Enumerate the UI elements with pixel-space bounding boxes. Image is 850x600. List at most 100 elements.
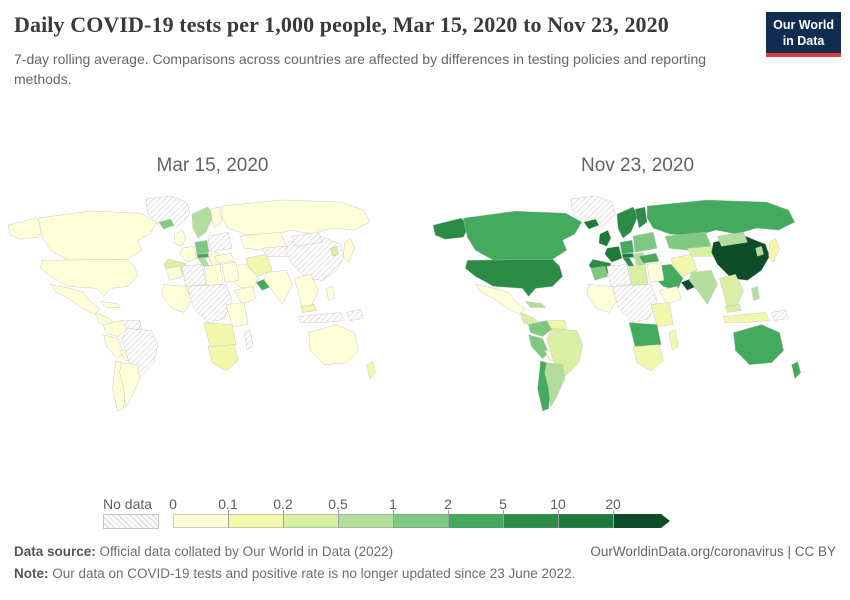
region-libya-nov23[interactable]	[628, 264, 649, 286]
region-finland-mar15[interactable]	[209, 206, 223, 229]
region-east-africa-nov23[interactable]	[650, 302, 674, 327]
region-scandinavia-nov23[interactable]	[616, 206, 639, 239]
region-philippines-mar15[interactable]	[326, 286, 335, 301]
region-australia-nov23[interactable]	[733, 324, 784, 365]
legend-segment-0.5-1[interactable]	[338, 514, 394, 528]
region-alaska-mar15[interactable]	[7, 217, 45, 240]
region-peru-mar15[interactable]	[103, 334, 124, 359]
owid-link[interactable]: OurWorldinData.org/coronavirus | CC BY	[590, 544, 836, 559]
region-egypt-nov23[interactable]	[646, 262, 665, 283]
region-russia-mar15[interactable]	[221, 199, 370, 237]
region-peru-nov23[interactable]	[528, 334, 549, 359]
region-germany-central-europe-mar15[interactable]	[194, 240, 210, 255]
region-southern-africa-belt-mar15[interactable]	[203, 322, 237, 347]
region-usa-nov23[interactable]	[465, 259, 563, 297]
region-morocco-nov23[interactable]	[590, 266, 609, 281]
region-japan-mar15[interactable]	[343, 237, 355, 263]
legend-segment-0-0.1[interactable]	[173, 514, 229, 528]
legend-segment-10-20[interactable]	[558, 514, 614, 528]
region-papua-new-guinea-nov23[interactable]	[771, 309, 789, 321]
region-mongolia-nov23[interactable]	[717, 231, 748, 247]
region-greenland-mar15[interactable]	[145, 195, 191, 227]
region-india-mar15[interactable]	[264, 270, 293, 305]
region-south-korea-nov23[interactable]	[755, 246, 764, 257]
region-turkey-nov23[interactable]	[638, 253, 660, 264]
region-new-zealand-mar15[interactable]	[366, 361, 376, 379]
region-venezuela-mar15[interactable]	[121, 320, 142, 331]
legend-segment-1-2[interactable]	[393, 514, 449, 528]
region-madagascar-mar15[interactable]	[243, 329, 254, 350]
region-caribbean-nov23[interactable]	[525, 301, 546, 308]
region-algeria-mar15[interactable]	[181, 264, 207, 287]
region-indonesia-nov23[interactable]	[723, 312, 770, 323]
region-southern-africa-belt-nov23[interactable]	[628, 322, 662, 347]
region-uk-ireland-nov23[interactable]	[598, 229, 612, 247]
region-mexico-mar15[interactable]	[50, 284, 100, 315]
region-algeria-nov23[interactable]	[606, 264, 632, 287]
region-mongolia-mar15[interactable]	[292, 231, 323, 247]
region-new-zealand-nov23[interactable]	[791, 361, 801, 379]
region-scandinavia-mar15[interactable]	[191, 206, 214, 239]
region-argentina-nov23[interactable]	[544, 362, 565, 408]
region-france-mar15[interactable]	[179, 246, 198, 263]
region-germany-central-europe-nov23[interactable]	[619, 240, 635, 255]
region-canada-mar15[interactable]	[38, 210, 157, 261]
region-russia-nov23[interactable]	[646, 199, 795, 237]
legend-segment-2-5[interactable]	[448, 514, 504, 528]
region-alaska-nov23[interactable]	[432, 217, 470, 240]
region-iceland-nov23[interactable]	[583, 218, 600, 230]
region-malaysia-nov23[interactable]	[725, 304, 742, 313]
legend-segment-0.2-0.5[interactable]	[283, 514, 339, 528]
region-sahel-central-africa-mar15[interactable]	[187, 284, 233, 323]
legend-segment-0.1-0.2[interactable]	[228, 514, 284, 528]
region-se-asia-mar15[interactable]	[294, 274, 319, 309]
region-iran-mar15[interactable]	[245, 254, 273, 277]
legend-segment-5-10[interactable]	[503, 514, 559, 528]
region-west-africa-mar15[interactable]	[161, 284, 193, 313]
region-canada-nov23[interactable]	[463, 210, 582, 261]
world-map-nov23[interactable]	[425, 193, 847, 426]
legend-segment-20+[interactable]	[613, 514, 670, 528]
region-mexico-nov23[interactable]	[475, 284, 525, 315]
region-south-africa-mar15[interactable]	[207, 344, 239, 371]
region-east-africa-mar15[interactable]	[225, 302, 249, 327]
world-map-mar15[interactable]	[0, 193, 422, 426]
region-iran-nov23[interactable]	[670, 254, 698, 277]
region-greenland-nov23[interactable]	[570, 195, 616, 227]
region-argentina-mar15[interactable]	[119, 362, 140, 408]
region-colombia-mar15[interactable]	[103, 320, 128, 337]
region-south-korea-mar15[interactable]	[330, 246, 339, 257]
region-indonesia-mar15[interactable]	[298, 312, 345, 323]
region-sahel-central-africa-nov23[interactable]	[612, 284, 658, 323]
region-uk-ireland-mar15[interactable]	[173, 229, 187, 247]
region-colombia-nov23[interactable]	[528, 320, 553, 337]
region-se-asia-nov23[interactable]	[719, 274, 744, 309]
region-philippines-nov23[interactable]	[751, 286, 760, 301]
region-iceland-mar15[interactable]	[158, 218, 175, 230]
region-malaysia-mar15[interactable]	[300, 304, 317, 313]
region-horn-of-africa-nov23[interactable]	[658, 286, 682, 305]
region-eastern-europe-nov23[interactable]	[632, 231, 658, 253]
region-turkey-mar15[interactable]	[213, 253, 235, 264]
no-data-swatch[interactable]	[103, 514, 159, 529]
region-papua-new-guinea-mar15[interactable]	[346, 309, 364, 321]
region-china-mar15[interactable]	[286, 235, 345, 281]
region-venezuela-nov23[interactable]	[546, 320, 567, 331]
region-caribbean-mar15[interactable]	[100, 301, 121, 308]
region-australia-mar15[interactable]	[308, 324, 359, 365]
region-usa-mar15[interactable]	[40, 259, 138, 297]
owid-logo[interactable]: Our World in Data	[766, 12, 841, 57]
region-finland-nov23[interactable]	[634, 206, 648, 229]
region-china-nov23[interactable]	[711, 235, 770, 281]
region-horn-of-africa-mar15[interactable]	[233, 286, 257, 305]
region-libya-mar15[interactable]	[203, 264, 224, 286]
region-egypt-mar15[interactable]	[221, 262, 240, 283]
region-west-africa-nov23[interactable]	[586, 284, 618, 313]
region-eastern-europe-mar15[interactable]	[207, 231, 233, 253]
region-japan-nov23[interactable]	[768, 237, 780, 263]
region-madagascar-nov23[interactable]	[668, 329, 679, 350]
region-india-nov23[interactable]	[689, 270, 718, 305]
region-morocco-mar15[interactable]	[165, 266, 184, 281]
region-france-nov23[interactable]	[604, 246, 623, 263]
region-south-africa-nov23[interactable]	[632, 344, 664, 371]
